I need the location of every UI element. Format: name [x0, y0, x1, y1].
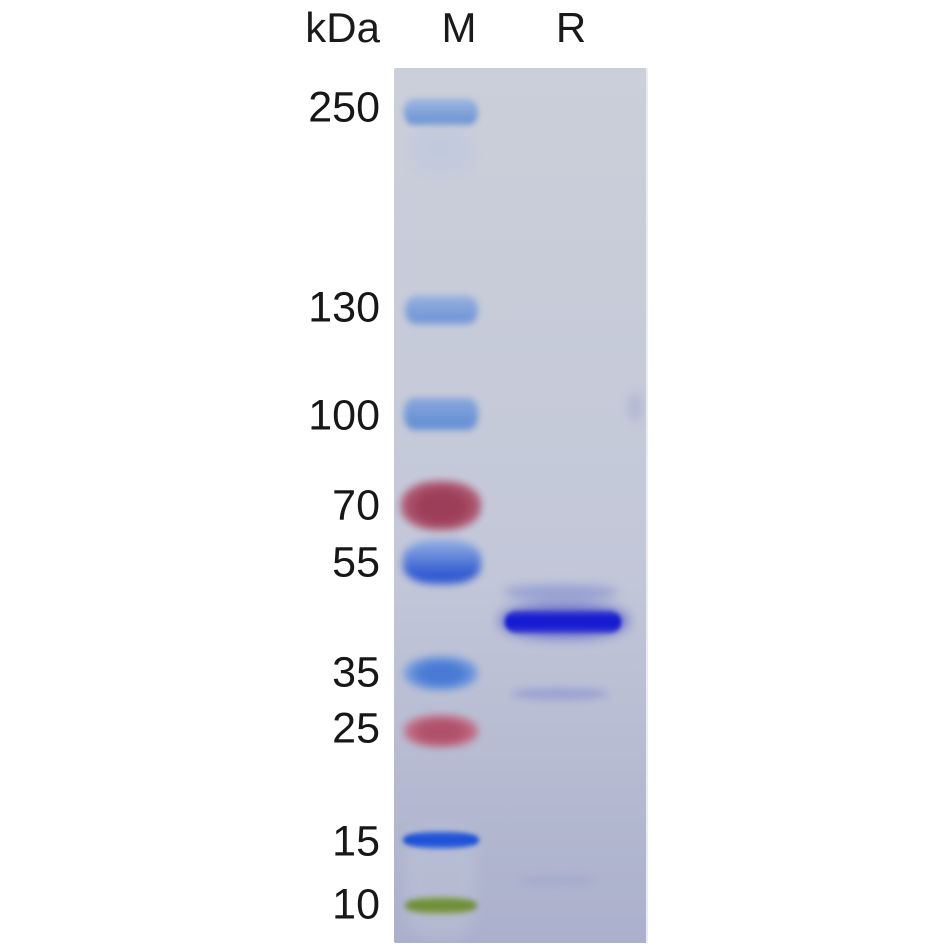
marker-band-25: [404, 715, 478, 747]
marker-band-55: [403, 540, 481, 584]
gel-edge-smudge: [628, 392, 642, 422]
sample-band-lower-faint: [512, 688, 608, 700]
marker-label-column: 250 130 100 70 55 35 25 15 10: [0, 0, 380, 945]
marker-band-250: [404, 99, 478, 125]
marker-band-70: [401, 481, 481, 530]
gel-image: [394, 68, 648, 943]
sample-band-upper-faint: [505, 585, 617, 600]
marker-label-35: 35: [332, 648, 380, 697]
marker-label-10: 10: [332, 880, 380, 929]
sample-band-main: [505, 611, 621, 633]
marker-label-15: 15: [332, 817, 380, 866]
marker-label-70: 70: [332, 481, 380, 530]
marker-band-15: [403, 831, 479, 849]
marker-label-55: 55: [332, 538, 380, 587]
marker-band-100: [404, 398, 478, 430]
marker-label-250: 250: [308, 83, 380, 132]
marker-band-250-smear: [410, 124, 472, 174]
unit-label: kDa: [305, 4, 380, 51]
marker-label-130: 130: [308, 283, 380, 332]
marker-band-35: [404, 656, 478, 690]
marker-label-100: 100: [308, 391, 380, 440]
lane-label-sample: R: [555, 4, 587, 51]
sample-band-bottom-faint: [518, 876, 598, 885]
lane-label-marker: M: [441, 4, 477, 51]
marker-band-130: [405, 296, 478, 324]
marker-label-25: 25: [332, 704, 380, 753]
marker-band-10: [405, 897, 477, 914]
